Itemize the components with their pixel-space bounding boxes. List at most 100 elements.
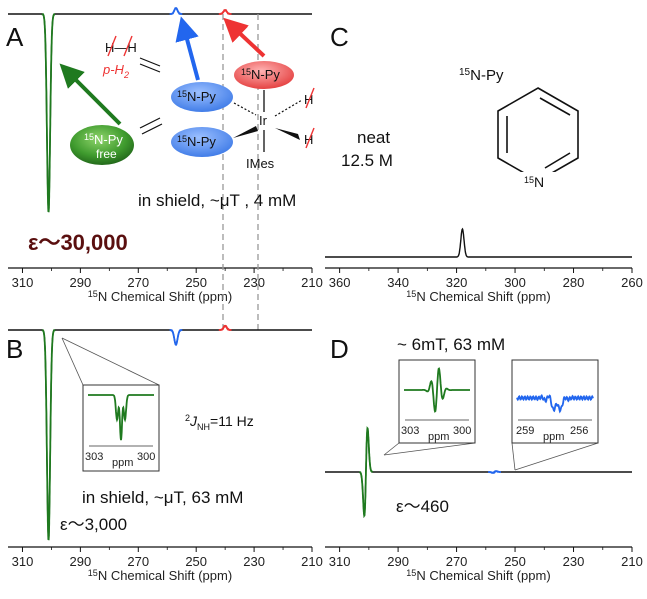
panel-a-enhancement: ε～30,000 <box>28 230 128 255</box>
panel-d-condition: ~ 6mT, 63 mM <box>397 335 505 354</box>
inset-d1-tick-2: 300 <box>453 425 471 437</box>
panel-c-x-axis: 360 340 320 300 280 260 15N Chemical Shift (pp… <box>325 267 643 304</box>
pyridine-ring: 15N <box>497 87 579 190</box>
panel-b: B 310 290 270 250 230 210 15N Chemical Shift (… <box>6 324 323 583</box>
panel-d: D ~ 6mT, 63 mM 310 290 270 250 230 210 15N Che… <box>325 334 643 583</box>
panel-a-x-axis: 310 290 270 250 230 210 15N Chemical Shift (pp… <box>8 267 323 304</box>
x-tick-label: 250 <box>185 554 207 569</box>
bound-pyridine-ellipse-top <box>171 82 233 112</box>
free-label: free <box>96 147 117 161</box>
x-tick-label: 270 <box>446 554 468 569</box>
x-tick-label: 290 <box>387 554 409 569</box>
inset-d2-tick-2: 256 <box>570 425 588 437</box>
panel-b-inset-trace <box>88 394 154 441</box>
axial-pyridine-ellipse <box>234 61 294 89</box>
panel-d-spectrum <box>325 426 632 519</box>
x-tick-label: 260 <box>621 275 643 290</box>
peak-green-panel-d <box>358 426 374 518</box>
peak-red-panel-b <box>218 324 232 331</box>
x-tick-label: 210 <box>301 275 323 290</box>
x-tick-label: 250 <box>185 275 207 290</box>
panel-a-letter: A <box>6 22 24 52</box>
axial-pyridine-label: 15N-Py <box>241 67 280 82</box>
inset-d2-tick-1: 259 <box>516 425 534 437</box>
x-tick-label: 290 <box>70 275 92 290</box>
inset-d1-tick-1: 303 <box>401 425 419 437</box>
panel-d-baseline <box>325 428 632 519</box>
x-axis-label: 15N Chemical Shift (ppm) <box>88 289 232 304</box>
inset-b-tick-1: 303 <box>85 451 103 463</box>
x-tick-label: 360 <box>329 275 351 290</box>
x-tick-label: 270 <box>127 275 149 290</box>
x-axis-label: 15N Chemical Shift (ppm) <box>406 289 550 304</box>
panel-c-letter: C <box>330 22 349 52</box>
peak-blue-panel-b <box>169 329 183 346</box>
panel-a: A 310 290 270 250 230 210 15N Chemical Shift (… <box>6 7 323 332</box>
ir-label: Ir <box>259 113 268 128</box>
x-tick-label: 290 <box>70 554 92 569</box>
x-axis-label: 15N Chemical Shift (ppm) <box>88 568 232 583</box>
panel-a-condition: in shield, ~μT , 4 mM <box>138 191 296 210</box>
inset-d1-tick-unit: ppm <box>428 431 449 443</box>
x-tick-label: 300 <box>504 275 526 290</box>
peak-blue-panel-d <box>488 470 501 474</box>
panel-b-x-axis: 310 290 270 250 230 210 15N Chemical Shift (pp… <box>8 546 323 583</box>
panel-a-baseline <box>8 7 312 213</box>
coupling-label: 2JNH=11 Hz <box>185 413 254 432</box>
x-tick-label: 280 <box>563 275 585 290</box>
x-tick-label: 210 <box>301 554 323 569</box>
bound-pyridine-label-top: 15N-Py <box>177 89 216 104</box>
x-tick-label: 310 <box>12 275 34 290</box>
arrow-bound <box>175 16 200 81</box>
panel-d-x-axis: 310 290 270 250 230 210 15N Chemical Shift (pp… <box>325 546 643 583</box>
equilibrium-arrow-bottom <box>139 117 161 129</box>
equilibrium-arrow-top <box>139 57 161 67</box>
panel-c-baseline <box>325 227 632 258</box>
x-tick-label: 310 <box>329 554 351 569</box>
peak-red-panel-a <box>218 9 232 15</box>
panel-b-enhancement: ε～3,000 <box>60 515 127 534</box>
x-tick-label: 230 <box>243 554 265 569</box>
inset-trace <box>516 393 594 414</box>
bound-pyridine-ellipse-bottom <box>171 127 233 157</box>
arrow-axial <box>223 17 266 58</box>
panel-c-concentration: 12.5 M <box>341 151 393 170</box>
inset-trace <box>88 394 154 441</box>
inset-b-tick-unit: ppm <box>112 457 133 469</box>
panel-c-neat: neat <box>357 128 390 147</box>
panel-c: C 15N-Py neat 12.5 M 15N 360 340 320 300 280… <box>325 22 643 304</box>
bound-pyridine-label-bottom: 15N-Py <box>177 134 216 149</box>
panel-d-inset-1-trace <box>404 367 470 413</box>
panel-b-letter: B <box>6 334 23 364</box>
peak-green-panel-a <box>41 13 56 213</box>
x-tick-label: 320 <box>446 275 468 290</box>
panel-b-condition: in shield, ~μT, 63 mM <box>82 488 243 507</box>
panel-d-inset-2 <box>511 359 599 444</box>
x-tick-label: 270 <box>127 554 149 569</box>
x-tick-label: 250 <box>504 554 526 569</box>
x-tick-label: 310 <box>12 554 34 569</box>
x-tick-label: 210 <box>621 554 643 569</box>
peak-green-panel-b <box>41 329 56 541</box>
ring-n-label: 15N <box>524 174 544 190</box>
inset-b-tick-2: 300 <box>137 451 155 463</box>
ph2-label: p-H2 <box>102 62 129 80</box>
free-pyridine-label: 15N-Py <box>84 132 123 147</box>
panel-d-inset-2-trace <box>516 393 594 414</box>
panel-d-letter: D <box>330 334 349 364</box>
imes-label: IMes <box>246 156 275 171</box>
x-axis-label: 15N Chemical Shift (ppm) <box>406 568 550 583</box>
panel-b-spectrum <box>8 324 312 541</box>
peak-blue-panel-a <box>169 7 183 15</box>
arrow-free <box>59 63 122 126</box>
spin-mark-1 <box>107 35 117 57</box>
panel-c-title: 15N-Py <box>459 67 504 84</box>
panel-a-spectrum <box>8 7 312 213</box>
x-tick-label: 230 <box>563 554 585 569</box>
x-tick-label: 340 <box>387 275 409 290</box>
panel-d-enhancement: ε～460 <box>396 497 449 516</box>
panel-b-baseline <box>8 325 312 541</box>
panel-c-spectrum <box>325 227 632 258</box>
inset-trace <box>404 367 470 413</box>
